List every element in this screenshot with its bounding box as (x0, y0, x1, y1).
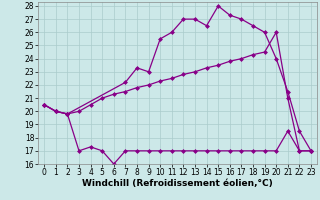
X-axis label: Windchill (Refroidissement éolien,°C): Windchill (Refroidissement éolien,°C) (82, 179, 273, 188)
